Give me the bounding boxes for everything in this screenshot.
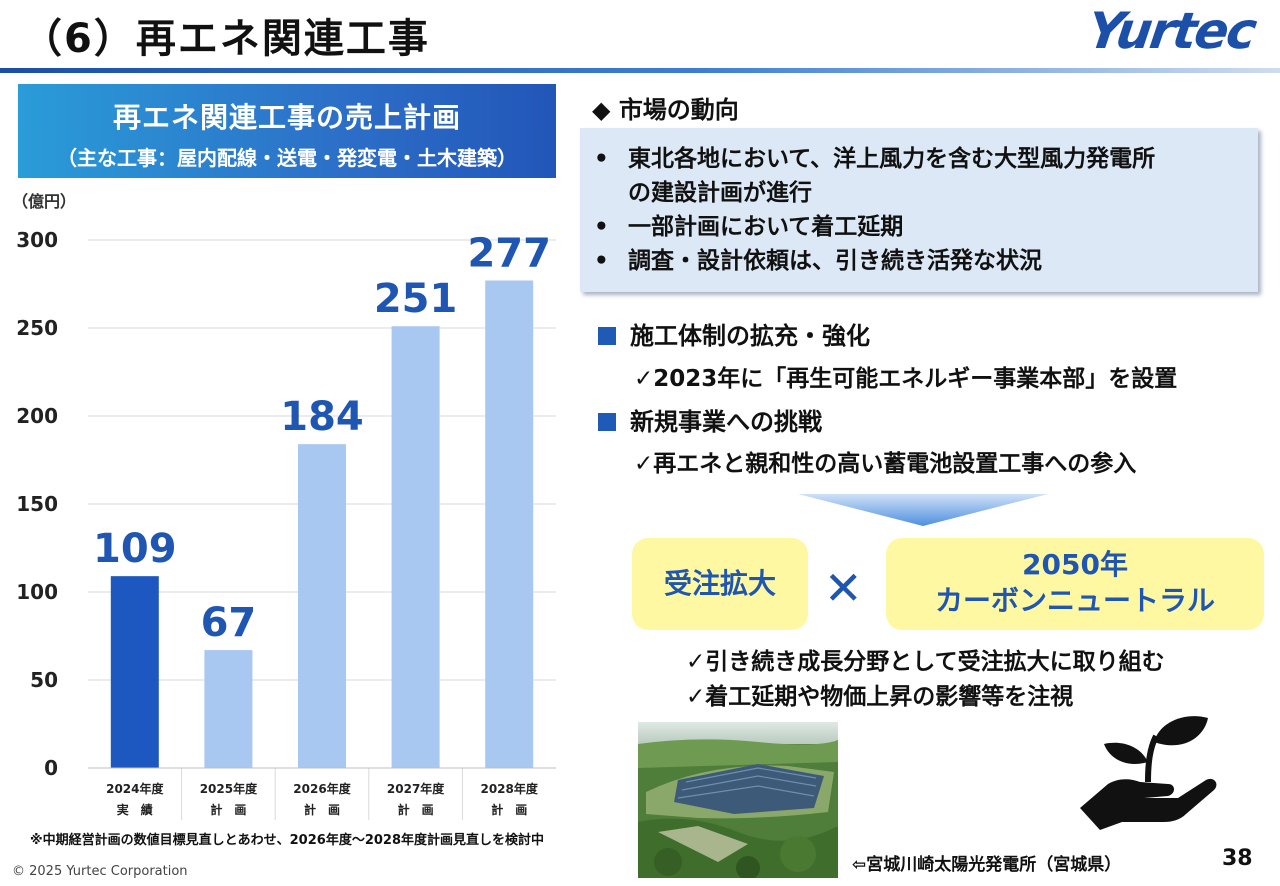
market-bullet: 調査・設計依頼は、引き続き活発な状況: [580, 244, 1258, 278]
bar-2024年度: [110, 576, 159, 768]
copyright: © 2025 Yurtec Corporation: [12, 864, 188, 879]
section-check-construction: ✓2023年に「再生可能エネルギー事業本部」を設置: [634, 366, 1178, 392]
bar-data-label: 277: [467, 230, 551, 276]
market-trend-box: 東北各地において、洋上風力を含む大型風力発電所 の建設計画が進行 一部計画におい…: [580, 128, 1258, 292]
market-trend-heading: ◆ 市場の動向: [592, 96, 739, 124]
x-tick-label: 2024年度: [106, 781, 164, 796]
plant-hand-icon: [1080, 716, 1217, 830]
chart-y-axis: 0 50 100 150 200 250 300: [16, 228, 58, 780]
chart-unit-label: （億円）: [12, 192, 77, 211]
chart-bars: [110, 280, 534, 768]
bar-data-label: 184: [280, 394, 364, 440]
x-tick-label: 2026年度: [293, 781, 351, 796]
carbon-neutral-label: カーボンニュートラル: [934, 584, 1215, 617]
x-tick-sublabel: 計 画: [304, 802, 340, 817]
section-heading-text: 新規事業への挑戦: [630, 408, 822, 436]
company-logo: Yurtec: [1083, 2, 1259, 60]
bar-2025年度: [204, 650, 253, 768]
y-tick-label: 100: [16, 580, 58, 604]
bar-data-label: 251: [374, 276, 458, 322]
x-tick-label: 2027年度: [387, 781, 445, 796]
summary-check: ✓引き続き成長分野として受注拡大に取り組む: [686, 649, 1165, 675]
section-heading-construction: 施工体制の拡充・強化: [598, 316, 870, 351]
square-bullet-icon: [598, 327, 616, 345]
carbon-neutral-year: 2050年: [1022, 548, 1128, 581]
page-number: 38: [1222, 846, 1253, 871]
chart-header-subtitle: （主な工事：屋内配線・送電・発変電・土木建築）: [57, 146, 517, 170]
y-tick-label: 0: [44, 756, 58, 780]
square-bullet-icon: [598, 413, 616, 431]
chart-header: 再エネ関連工事の売上計画 （主な工事：屋内配線・送電・発変電・土木建築）: [18, 84, 556, 178]
bar-2028年度: [485, 280, 534, 768]
bar-data-label: 67: [201, 600, 257, 646]
market-bullet: 東北各地において、洋上風力を含む大型風力発電所: [580, 142, 1258, 176]
section-check-new-business: ✓再エネと親和性の高い蓄電池設置工事への参入: [634, 451, 1137, 477]
x-tick-sublabel: 実 績: [117, 802, 153, 817]
y-tick-label: 200: [16, 404, 58, 428]
chart-footnote: ※中期経営計画の数値目標見直しとあわせ、2026年度～2028年度計画見直しを検…: [30, 833, 545, 848]
y-tick-label: 300: [16, 228, 58, 252]
chart-header-title: 再エネ関連工事の売上計画: [112, 101, 461, 134]
y-tick-label: 150: [16, 492, 58, 516]
x-tick-sublabel: 計 画: [491, 802, 527, 817]
x-tick-sublabel: 計 画: [398, 802, 434, 817]
summary-check: ✓着工延期や物価上昇の影響等を注視: [686, 684, 1074, 710]
x-tick-label: 2028年度: [480, 781, 538, 796]
market-bullet-continued: の建設計画が進行: [628, 180, 812, 206]
title-divider: [0, 68, 1280, 73]
photo-caption: ⇦宮城川崎太陽光発電所（宮城県）: [852, 855, 1122, 875]
order-expansion-box: 受注拡大: [632, 538, 808, 630]
market-bullet: 一部計画において着工延期: [580, 210, 1258, 244]
bar-2027年度: [391, 326, 440, 768]
page-title: （6）再エネ関連工事: [22, 16, 430, 62]
times-icon: ✕: [824, 561, 863, 615]
y-tick-label: 250: [16, 316, 58, 340]
section-heading-text: 施工体制の拡充・強化: [630, 322, 870, 350]
x-tick-label: 2025年度: [200, 781, 258, 796]
carbon-neutral-box: 2050年 カーボンニュートラル: [886, 538, 1264, 630]
bar-data-label: 109: [93, 526, 177, 572]
y-tick-label: 50: [30, 668, 58, 692]
section-heading-new-business: 新規事業への挑戦: [598, 402, 822, 437]
bar-2026年度: [298, 444, 346, 768]
solar-farm-photo: [638, 722, 838, 878]
x-tick-sublabel: 計 画: [210, 802, 246, 817]
down-arrow-shape: [798, 494, 1048, 526]
